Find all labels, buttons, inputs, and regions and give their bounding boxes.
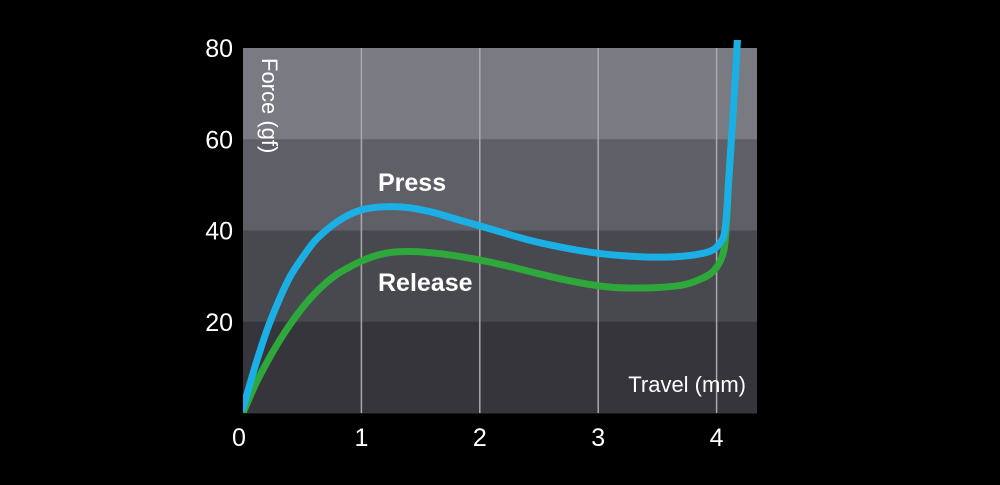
plot-background [243,48,757,414]
y-tick-label: 20 [205,309,233,337]
background-band [243,321,757,414]
series-line-press [243,40,741,412]
background-band [243,139,757,231]
series-label-release: Release [378,269,473,297]
background-band [243,230,757,323]
y-tick-labels: 20 40 60 80 [205,35,233,337]
y-tick-label: 40 [205,218,233,246]
vertical-gridlines [360,48,718,413]
y-axis-label: Force (gf) [257,58,282,153]
x-tick-label: 1 [354,424,368,452]
x-tick-labels: 0 1 2 3 4 [232,424,724,452]
y-tick-label: 60 [205,126,233,154]
series-label-press: Press [378,169,446,197]
y-tick-label: 80 [205,35,233,63]
x-tick-label: 4 [710,424,724,452]
x-tick-label: 3 [591,424,605,452]
x-tick-label: 0 [232,424,246,452]
x-axis-label: Travel (mm) [628,372,746,397]
series-lines [243,40,741,413]
background-band [243,48,757,140]
series-line-release [243,40,741,413]
x-tick-label: 2 [473,424,487,452]
